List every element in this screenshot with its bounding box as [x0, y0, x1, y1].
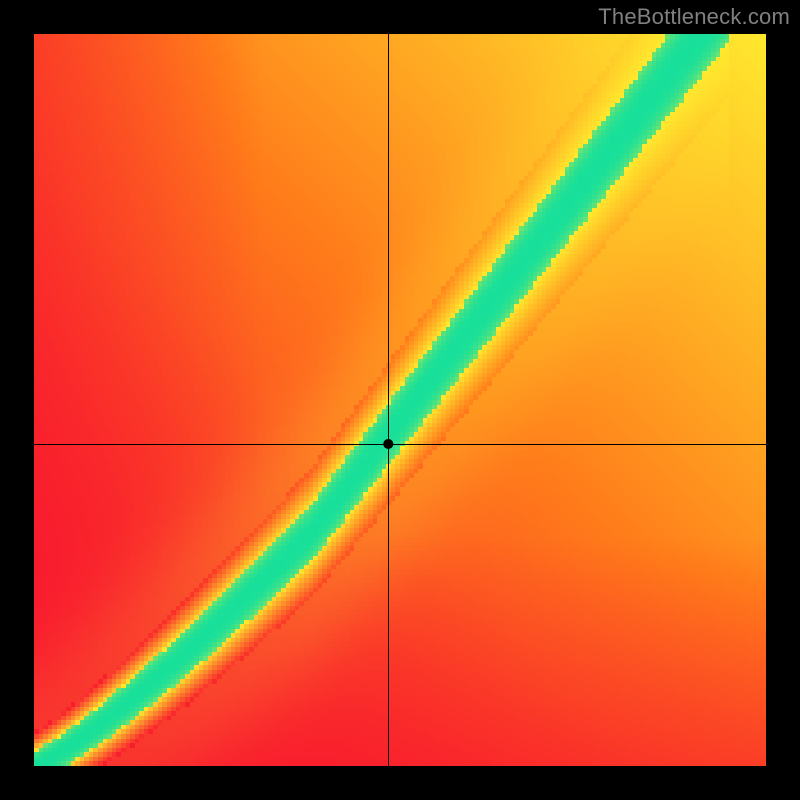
watermark-text: TheBottleneck.com	[598, 4, 790, 30]
heatmap-plot	[34, 34, 766, 766]
heatmap-canvas	[34, 34, 766, 766]
chart-container: TheBottleneck.com	[0, 0, 800, 800]
